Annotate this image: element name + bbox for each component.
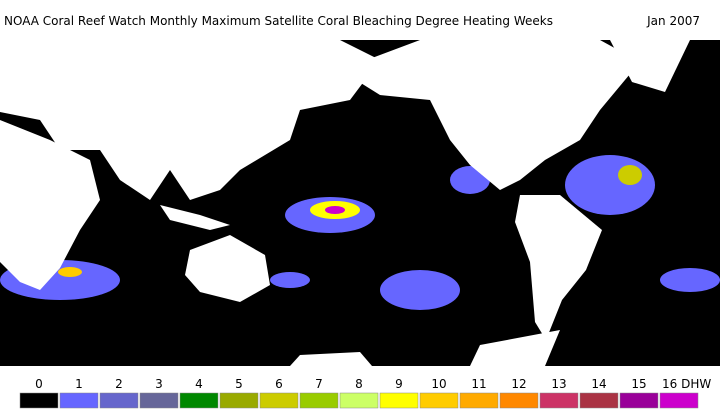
colorbar-label: 9 [395,377,403,391]
colorbar-label: 7 [315,377,323,391]
color-swatch [179,392,219,409]
color-swatch [579,392,619,409]
colorbar-label: 3 [155,377,163,391]
map [0,40,720,366]
color-swatch [19,392,59,409]
color-swatch [459,392,499,409]
colorbar-label: 16 DHW [662,377,711,391]
colorbar: 0 1 2 3 4 5 6 7 8 9 10 11 12 13 14 15 16 DHW [19,377,711,409]
hot-patch [325,206,345,214]
color-swatch [299,392,339,409]
colorbar-label: 0 [35,377,43,391]
colorbar-label: 4 [195,377,203,391]
color-swatch [219,392,259,409]
color-swatch [139,392,179,409]
colorbar-label: 5 [235,377,243,391]
color-swatch [659,392,699,409]
color-swatch [539,392,579,409]
hot-patch [618,165,642,185]
color-swatch [259,392,299,409]
colorbar-label: 1 [75,377,83,391]
colorbar-label: 10 [431,377,446,391]
colorbar-label: 6 [275,377,283,391]
color-swatch [59,392,99,409]
colorbar-label: 13 [551,377,566,391]
hot-patch [58,267,82,277]
land [0,40,690,366]
color-swatch [619,392,659,409]
colorbar-label: 8 [355,377,363,391]
colorbar-label: 2 [115,377,123,391]
colorbar-label: 15 [631,377,646,391]
colorbar-label: 14 [591,377,606,391]
color-swatch [379,392,419,409]
color-swatch [99,392,139,409]
color-swatch [339,392,379,409]
colorbar-label: 11 [471,377,486,391]
color-swatch [499,392,539,409]
color-swatch [419,392,459,409]
colorbar-label: 12 [511,377,526,391]
date: Jan 2007 [646,14,700,28]
title: NOAA Coral Reef Watch Monthly Maximum Sa… [4,14,553,28]
